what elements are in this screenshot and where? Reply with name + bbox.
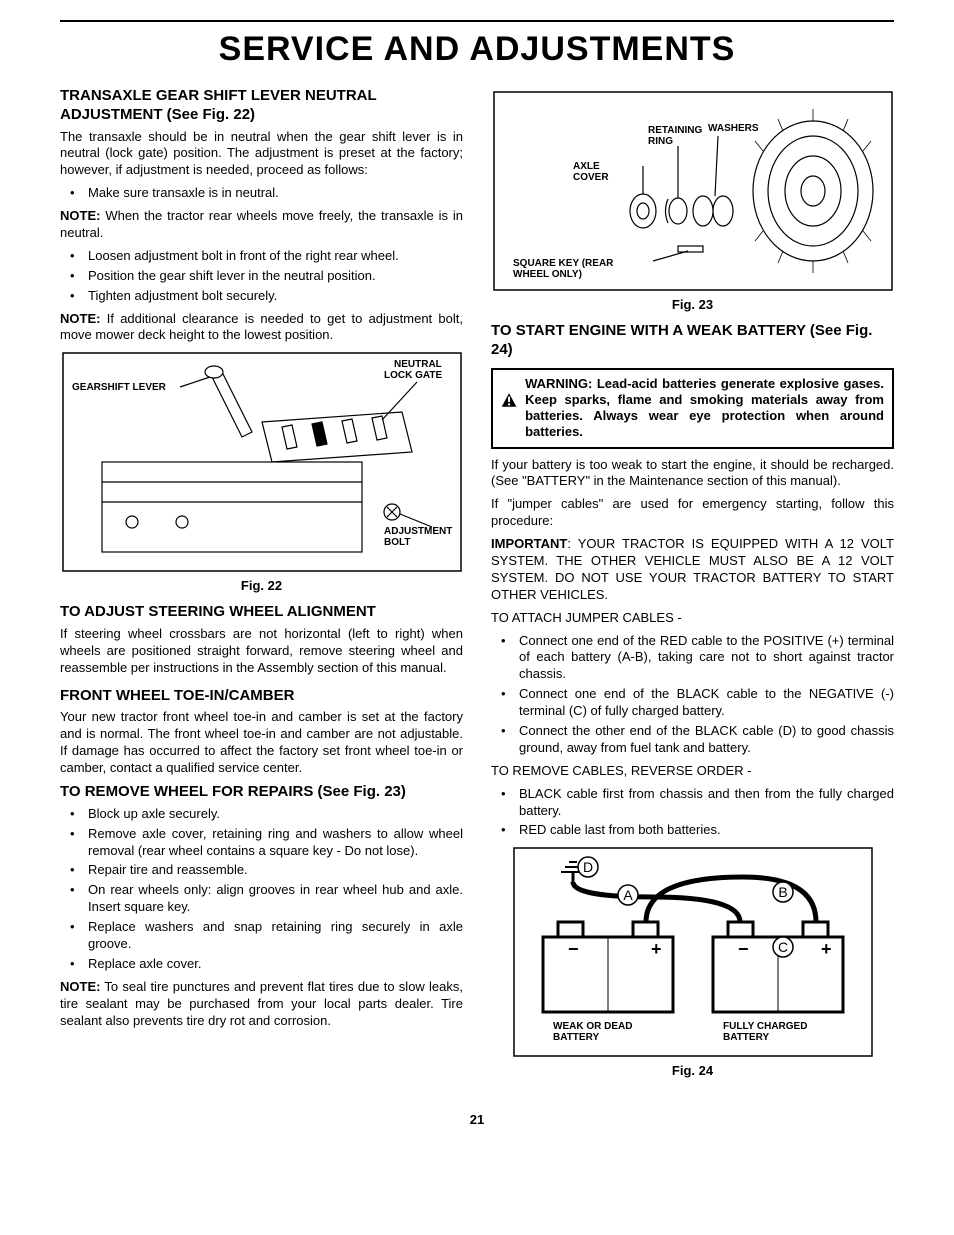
pos-sign: +	[651, 939, 662, 959]
warning-box: WARNING: Lead-acid batteries generate ex…	[491, 368, 894, 449]
warning-text: WARNING: Lead-acid batteries generate ex…	[525, 376, 884, 441]
attach-heading: TO ATTACH JUMPER CABLES -	[491, 610, 894, 627]
fig24-label-b: B	[778, 884, 787, 900]
battery-p1: If your battery is too weak to start the…	[491, 457, 894, 491]
remove-wheel-heading: TO REMOVE WHEEL FOR REPAIRS (See Fig. 23…	[60, 783, 463, 802]
list-item: Repair tire and reassemble.	[60, 862, 463, 879]
list-item: Position the gear shift lever in the neu…	[60, 268, 463, 285]
figure-24: − + − + D A B C WEAK OR DEA	[491, 847, 894, 1057]
fig22-caption: Fig. 22	[60, 578, 463, 593]
transaxle-note-2: NOTE: If additional clearance is needed …	[60, 311, 463, 345]
neg-sign: −	[568, 939, 579, 959]
page-number: 21	[60, 1112, 894, 1127]
note-text: When the tractor rear wheels move freely…	[60, 208, 463, 240]
list-item: Tighten adjustment bolt securely.	[60, 288, 463, 305]
fig24-label-d: D	[582, 859, 592, 875]
list-item: On rear wheels only: align grooves in re…	[60, 882, 463, 916]
note-text: To seal tire punctures and prevent flat …	[60, 979, 463, 1028]
warning-icon	[501, 376, 517, 424]
fig22-label-gearshift: GEARSHIFT LEVER	[72, 382, 167, 393]
fig24-label-c: C	[777, 939, 787, 955]
toein-text: Your new tractor front wheel toe-in and …	[60, 709, 463, 777]
list-item: Remove axle cover, retaining ring and wa…	[60, 826, 463, 860]
fig22-svg: GEARSHIFT LEVER NEUTRALLOCK GATE ADJUSTM…	[62, 352, 462, 572]
fig24-label-charged: FULLY CHARGEDBATTERY	[723, 1021, 807, 1043]
steering-heading: TO ADJUST STEERING WHEEL ALIGNMENT	[60, 603, 463, 622]
remove-wheel-list: Block up axle securely. Remove axle cove…	[60, 806, 463, 973]
weak-battery-heading: TO START ENGINE WITH A WEAK BATTERY (See…	[491, 322, 894, 360]
list-item: Connect one end of the RED cable to the …	[491, 633, 894, 684]
fig24-label-a: A	[623, 887, 633, 903]
fig23-label-washers: WASHERS	[708, 123, 759, 134]
list-item: Connect the other end of the BLACK cable…	[491, 723, 894, 757]
transaxle-note-1: NOTE: When the tractor rear wheels move …	[60, 208, 463, 242]
list-item: Loosen adjustment bolt in front of the r…	[60, 248, 463, 265]
toein-heading: FRONT WHEEL TOE-IN/CAMBER	[60, 687, 463, 706]
note-text: If additional clearance is needed to get…	[60, 311, 463, 343]
page-container: SERVICE AND ADJUSTMENTS TRANSAXLE GEAR S…	[60, 20, 894, 1127]
transaxle-heading: TRANSAXLE GEAR SHIFT LEVER NEUTRAL ADJUS…	[60, 87, 463, 125]
fig24-svg: − + − + D A B C WEAK OR DEA	[513, 847, 873, 1057]
fig23-label-axle: AXLECOVER	[573, 161, 609, 183]
page-title: SERVICE AND ADJUSTMENTS	[60, 30, 894, 69]
fig24-label-weak: WEAK OR DEADBATTERY	[553, 1021, 632, 1043]
steering-text: If steering wheel crossbars are not hori…	[60, 626, 463, 677]
list-item: RED cable last from both batteries.	[491, 822, 894, 839]
list-item: Block up axle securely.	[60, 806, 463, 823]
note-label: NOTE:	[60, 979, 100, 994]
list-item: Connect one end of the BLACK cable to th…	[491, 686, 894, 720]
remove-wheel-note: NOTE: To seal tire punctures and prevent…	[60, 979, 463, 1030]
pos-sign: +	[821, 939, 832, 959]
important-label: IMPORTANT	[491, 536, 567, 551]
fig23-caption: Fig. 23	[491, 297, 894, 312]
remove-list: BLACK cable first from chassis and then …	[491, 786, 894, 840]
figure-22: GEARSHIFT LEVER NEUTRALLOCK GATE ADJUSTM…	[60, 352, 463, 572]
two-column-layout: TRANSAXLE GEAR SHIFT LEVER NEUTRAL ADJUS…	[60, 83, 894, 1088]
warning-prefix: WARNING	[525, 376, 588, 391]
battery-important: IMPORTANT: YOUR TRACTOR IS EQUIPPED WITH…	[491, 536, 894, 604]
list-item: Replace washers and snap retaining ring …	[60, 919, 463, 953]
list-item: BLACK cable first from chassis and then …	[491, 786, 894, 820]
left-column: TRANSAXLE GEAR SHIFT LEVER NEUTRAL ADJUS…	[60, 83, 463, 1088]
fig22-label-neutral: NEUTRALLOCK GATE	[384, 359, 442, 381]
list-item: Make sure transaxle is in neutral.	[60, 185, 463, 202]
transaxle-list-2: Loosen adjustment bolt in front of the r…	[60, 248, 463, 305]
remove-heading: TO REMOVE CABLES, REVERSE ORDER -	[491, 763, 894, 780]
list-item: Replace axle cover.	[60, 956, 463, 973]
fig23-label-square: SQUARE KEY (REARWHEEL ONLY)	[513, 258, 614, 280]
transaxle-list-1: Make sure transaxle is in neutral.	[60, 185, 463, 202]
fig22-label-bolt: ADJUSTMENTBOLT	[384, 526, 452, 548]
battery-p2: If "jumper cables" are used for emergenc…	[491, 496, 894, 530]
neg-sign: −	[738, 939, 749, 959]
right-column: RETAININGRING WASHERS AXLECOVER SQUARE K…	[491, 83, 894, 1088]
note-label: NOTE:	[60, 208, 100, 223]
fig24-caption: Fig. 24	[491, 1063, 894, 1078]
fig23-label-retaining: RETAININGRING	[648, 125, 702, 147]
transaxle-intro: The transaxle should be in neutral when …	[60, 129, 463, 180]
attach-list: Connect one end of the RED cable to the …	[491, 633, 894, 757]
fig23-svg: RETAININGRING WASHERS AXLECOVER SQUARE K…	[493, 91, 893, 291]
figure-23: RETAININGRING WASHERS AXLECOVER SQUARE K…	[491, 91, 894, 291]
note-label: NOTE:	[60, 311, 100, 326]
